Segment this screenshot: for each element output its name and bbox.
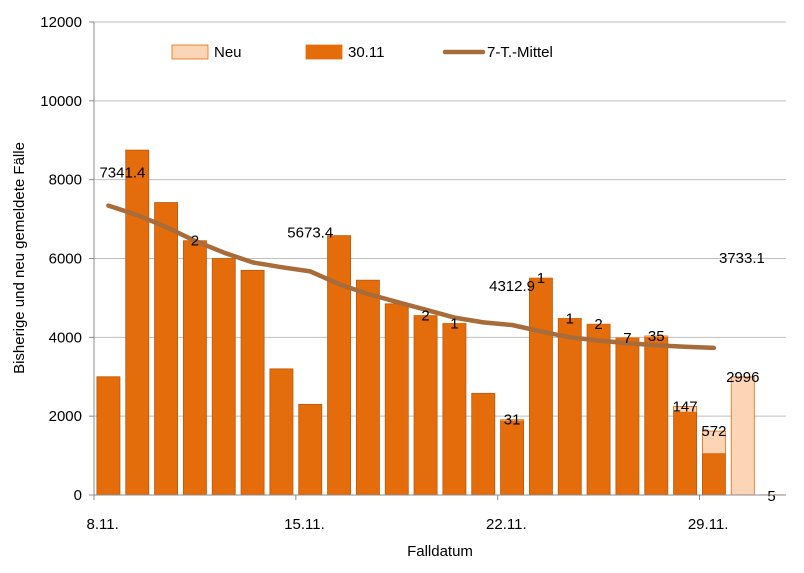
- data-label-7t-mittel: 5673.4: [287, 224, 333, 241]
- data-label-7t-mittel: 7341.4: [99, 165, 145, 182]
- y-axis-title: Bisherige und neu gemeldete Fälle: [11, 142, 28, 374]
- bar-30-11: [327, 235, 352, 496]
- data-label-neu: 2: [594, 316, 602, 333]
- bar-30-11: [125, 149, 150, 496]
- data-label-neu: 2996: [726, 369, 759, 386]
- y-tick-label: 2000: [49, 408, 82, 425]
- moving-average-series: [106, 203, 717, 351]
- x-tick-label: 22.11.: [486, 516, 527, 533]
- bar-neu: [673, 406, 698, 413]
- data-label-neu: 35: [648, 328, 665, 345]
- bar-neu: [500, 419, 525, 422]
- moving-average-line: [106, 203, 717, 351]
- legend-swatch-neu: [171, 44, 209, 60]
- bar-30-11: [644, 336, 669, 496]
- y-tick-label: 8000: [49, 172, 82, 189]
- data-label-neu: 2: [421, 308, 429, 325]
- bars: [96, 149, 784, 496]
- data-label-neu: 1: [566, 310, 574, 327]
- bar-30-11: [298, 403, 323, 496]
- bar-30-11: [586, 323, 611, 496]
- y-tick-label: 12000: [40, 14, 82, 31]
- legend-swatch-stand: [305, 44, 343, 60]
- data-label-neu: 1: [450, 315, 458, 332]
- x-tick-label: 8.11.: [87, 516, 119, 533]
- data-label-neu: 1: [537, 270, 545, 287]
- data-label-7t-mittel: 3733.1: [719, 250, 765, 267]
- bar-30-11: [154, 202, 179, 496]
- data-label-neu: 2: [191, 233, 199, 250]
- bar-30-11: [211, 258, 236, 496]
- bar-30-11: [528, 277, 553, 496]
- y-tick-label: 10000: [40, 93, 82, 110]
- bar-30-11: [673, 411, 698, 496]
- bar-30-11: [240, 269, 265, 496]
- y-tick-label: 0: [74, 487, 82, 504]
- gridlines: [94, 21, 786, 417]
- x-axis-ticks: 8.11. 15.11. 22.11. 29.11.: [87, 495, 729, 533]
- bar-30-11: [557, 318, 582, 496]
- legend-label-stand: 30.11: [348, 44, 384, 61]
- data-label-7t-mittel: 4312.9: [489, 278, 535, 295]
- legend-label-mittel: 7-T.-Mittel: [487, 44, 553, 61]
- data-label-neu: 31: [504, 412, 521, 429]
- data-label-neu: 572: [701, 423, 726, 440]
- data-label-neu: 147: [673, 398, 698, 415]
- x-axis-title: Falldatum: [407, 543, 473, 560]
- legend-label-neu: Neu: [214, 44, 242, 61]
- bar-30-11: [615, 337, 640, 496]
- y-tick-label: 6000: [49, 251, 82, 268]
- bar-30-11: [182, 240, 207, 496]
- bar-neu: [644, 335, 669, 338]
- y-axis-ticks: 0 2000 4000 6000 8000 10000 12000: [40, 14, 94, 504]
- x-tick-label: 15.11.: [284, 516, 325, 533]
- bar-30-11: [96, 376, 121, 496]
- bar-neu: [701, 430, 726, 455]
- bar-30-11: [701, 453, 726, 496]
- bar-30-11: [471, 392, 496, 496]
- bar-30-11: [384, 303, 409, 496]
- x-tick-label: 29.11.: [688, 516, 729, 533]
- bar-neu: [730, 376, 755, 496]
- y-tick-label: 4000: [49, 329, 82, 346]
- data-label-neu: 7: [623, 330, 631, 347]
- bar-30-11: [413, 315, 438, 496]
- bar-30-11: [355, 279, 380, 496]
- bar-30-11: [269, 368, 294, 496]
- bar-30-11: [442, 323, 467, 496]
- bar-30-11: [500, 420, 525, 496]
- legend: Neu 30.11 7-T.-Mittel: [110, 40, 600, 64]
- data-label-neu: 5: [767, 488, 775, 505]
